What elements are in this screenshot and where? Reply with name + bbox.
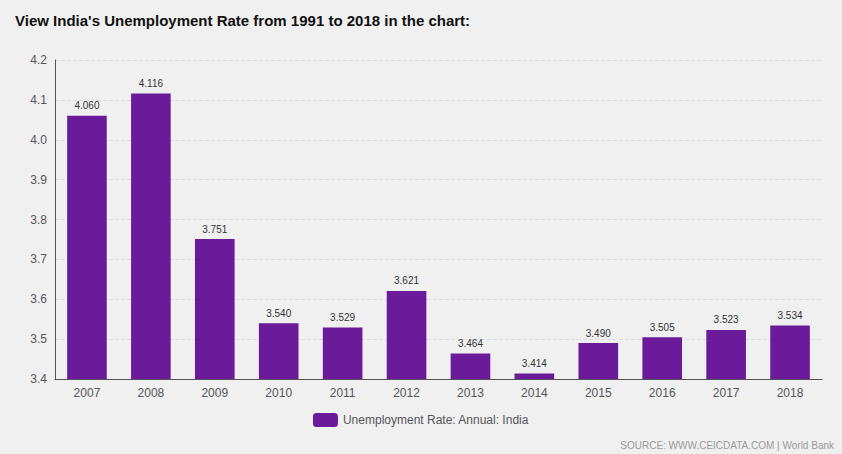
svg-text:3.621: 3.621 <box>394 275 419 286</box>
svg-text:4.1: 4.1 <box>30 93 47 107</box>
svg-text:3.6: 3.6 <box>30 292 47 306</box>
svg-text:3.9: 3.9 <box>30 173 47 187</box>
svg-text:3.4: 3.4 <box>30 372 47 386</box>
svg-text:2012: 2012 <box>393 386 420 400</box>
svg-text:2011: 2011 <box>330 386 356 400</box>
svg-text:2013: 2013 <box>457 386 484 400</box>
svg-text:3.534: 3.534 <box>778 310 803 321</box>
svg-text:3.490: 3.490 <box>586 328 611 339</box>
svg-text:2018: 2018 <box>777 386 804 400</box>
svg-text:3.540: 3.540 <box>266 308 291 319</box>
svg-text:3.523: 3.523 <box>714 314 739 325</box>
svg-text:2008: 2008 <box>138 386 165 400</box>
svg-text:2016: 2016 <box>649 386 676 400</box>
svg-text:2017: 2017 <box>713 386 740 400</box>
svg-text:4.0: 4.0 <box>30 133 47 147</box>
svg-text:3.414: 3.414 <box>522 358 547 369</box>
svg-text:2015: 2015 <box>585 386 612 400</box>
svg-text:3.505: 3.505 <box>650 322 675 333</box>
svg-text:2007: 2007 <box>74 386 101 400</box>
svg-text:4.116: 4.116 <box>139 78 164 89</box>
svg-text:2010: 2010 <box>265 386 292 400</box>
svg-text:3.529: 3.529 <box>330 312 355 323</box>
svg-text:3.751: 3.751 <box>202 224 227 235</box>
svg-text:2009: 2009 <box>201 386 228 400</box>
svg-text:3.464: 3.464 <box>458 338 483 349</box>
svg-text:4.2: 4.2 <box>30 53 47 67</box>
svg-text:2014: 2014 <box>521 386 548 400</box>
svg-text:3.7: 3.7 <box>30 252 47 266</box>
svg-text:3.8: 3.8 <box>30 213 47 227</box>
svg-text:Unemployment Rate: Annual: Ind: Unemployment Rate: Annual: India <box>343 413 529 427</box>
svg-text:4.060: 4.060 <box>74 100 99 111</box>
svg-text:View India's Unemployment Rate: View India's Unemployment Rate from 1991… <box>15 12 470 29</box>
svg-text:SOURCE: WWW.CEICDATA.COM | Wor: SOURCE: WWW.CEICDATA.COM | World Bank <box>620 440 835 451</box>
svg-text:3.5: 3.5 <box>30 332 47 346</box>
